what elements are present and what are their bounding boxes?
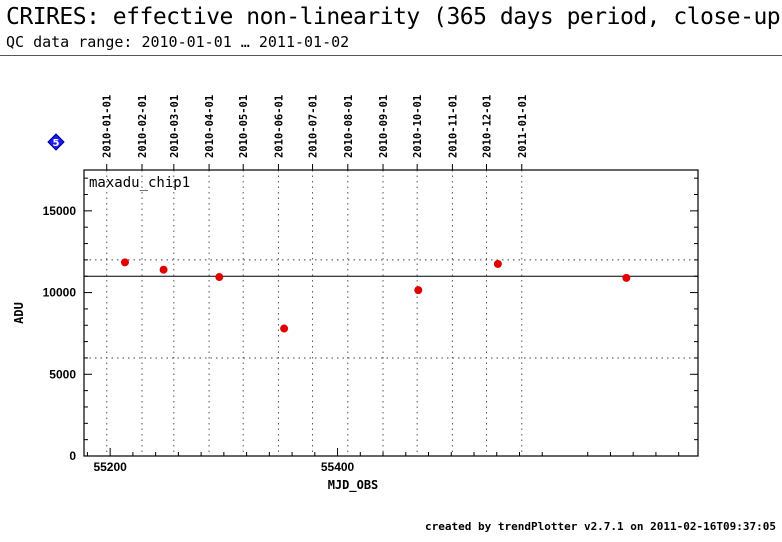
footer-credit: created by trendPlotter v2.7.1 on 2011-0… [425, 520, 776, 533]
y-tick-label: 15000 [43, 204, 77, 218]
data-point [622, 273, 631, 282]
chart-subtitle: QC data range: 2010-01-01 … 2011-01-02 [6, 33, 350, 51]
y-tick-label: 0 [69, 449, 76, 463]
labels-layer: 2010-01-01 2010-02-01 2010-03-01 2010-04-01… [12, 95, 529, 493]
y-tick-label: 10000 [43, 286, 77, 300]
data-point [120, 258, 129, 267]
top-axis-date-label: 2010-08-01 [343, 95, 355, 158]
top-axis-date-label: 2010-02-01 [137, 95, 149, 158]
data-point [280, 324, 289, 333]
data-point [414, 286, 423, 295]
top-axis-date-label: 2010-12-01 [482, 95, 494, 158]
top-axis-date-label: 2010-01-01 [102, 95, 114, 158]
top-axis-date-label: 2010-09-01 [378, 95, 390, 158]
data-point [493, 259, 502, 268]
top-axis-date-label: 2010-10-01 [412, 95, 424, 158]
top-axis-date-label: 2010-05-01 [238, 95, 250, 158]
diamond-marker-label: 5 [53, 138, 60, 149]
chart-title: CRIRES: effective non-linearity (365 day… [6, 4, 782, 30]
top-axis-date-label: 2010-03-01 [169, 95, 181, 158]
top-axis-date-label: 2010-11-01 [447, 95, 459, 158]
grid-layer [84, 170, 698, 456]
plot-frame [83, 169, 699, 457]
diamond-marker-icon [47, 133, 65, 151]
title-divider [0, 55, 782, 56]
y-tick-label: 5000 [49, 367, 76, 381]
panel-label: maxadu_chip1 [89, 175, 190, 191]
x-tick-label: 55400 [321, 460, 355, 474]
data-point [159, 265, 168, 274]
top-axis-date-label: 2010-04-01 [204, 95, 216, 158]
top-axis-date-label: 2010-07-01 [308, 95, 320, 158]
top-axis-date-label: 2011-01-01 [517, 95, 529, 158]
y-axis-title: ADU [12, 302, 26, 324]
marks-layer [120, 258, 631, 333]
x-axis-title: MJD_OBS [328, 478, 379, 493]
x-tick-label: 55200 [93, 460, 127, 474]
data-point [215, 273, 224, 282]
axes-layer [83, 164, 699, 457]
top-axis-date-label: 2010-06-01 [273, 95, 285, 158]
